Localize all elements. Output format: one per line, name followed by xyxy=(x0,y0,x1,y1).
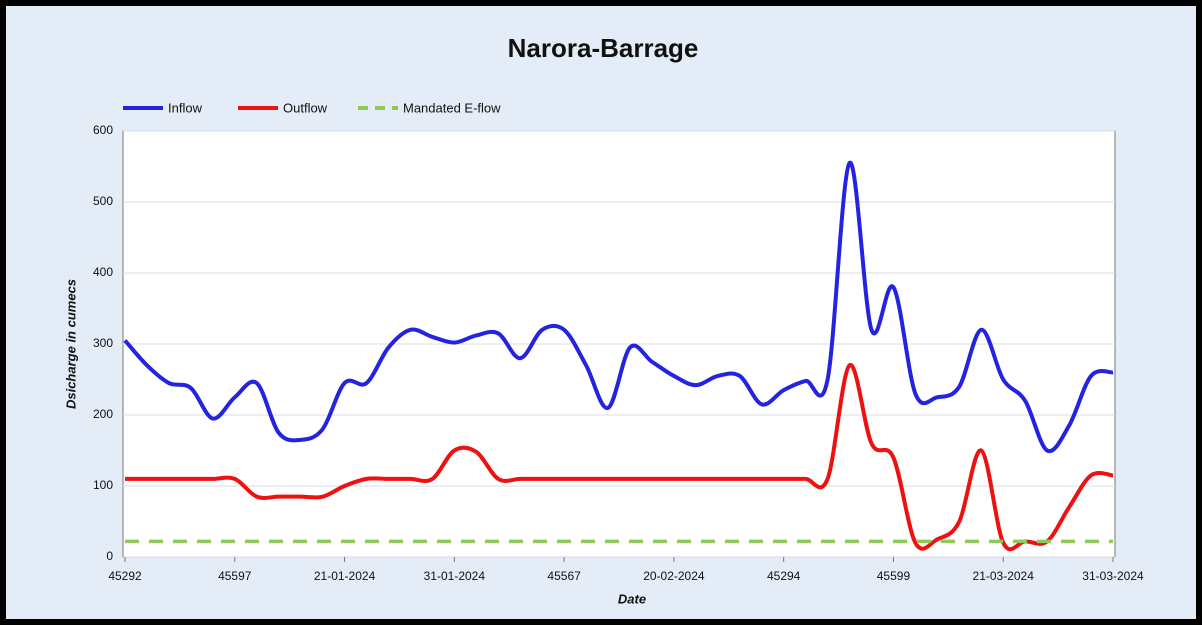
y-tick-label: 0 xyxy=(106,549,113,563)
series-line xyxy=(125,363,1114,552)
x-tick-label: 45294 xyxy=(767,569,801,583)
y-tick-label: 400 xyxy=(93,265,113,279)
y-tick-label: 500 xyxy=(93,194,113,208)
x-tick-label: 45597 xyxy=(218,569,252,583)
series-line xyxy=(123,160,1114,454)
x-tick-label: 31-03-2024 xyxy=(1082,569,1144,583)
chart-title: Narora-Barrage xyxy=(508,33,699,63)
y-tick-label: 200 xyxy=(93,407,113,421)
x-tick-label: 31-01-2024 xyxy=(424,569,486,583)
x-tick-label: 45567 xyxy=(547,569,581,583)
x-tick-label: 20-02-2024 xyxy=(643,569,705,583)
x-axis-label: Date xyxy=(618,591,646,606)
x-tick-label: 45599 xyxy=(877,569,911,583)
y-tick-label: 100 xyxy=(93,478,113,492)
y-tick-label: 300 xyxy=(93,336,113,350)
y-axis-label: Dsicharge in cumecs xyxy=(63,279,78,409)
legend-label: Outflow xyxy=(283,100,328,115)
legend-label: Mandated E-flow xyxy=(403,100,501,115)
y-tick-label: 600 xyxy=(93,123,113,137)
legend-label: Inflow xyxy=(168,100,203,115)
x-tick-label: 21-03-2024 xyxy=(973,569,1035,583)
x-tick-label: 21-01-2024 xyxy=(314,569,376,583)
x-tick-label: 45292 xyxy=(108,569,142,583)
